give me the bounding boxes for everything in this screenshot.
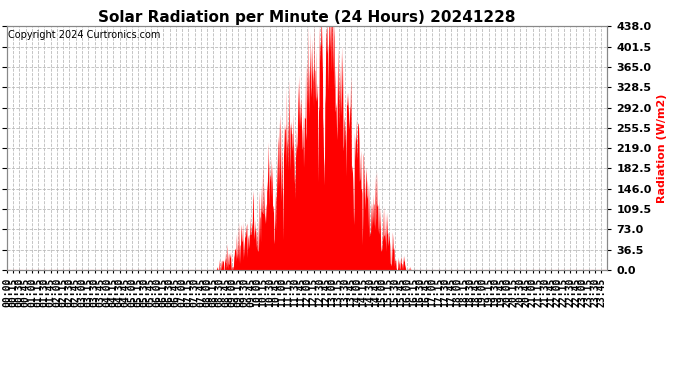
Text: Copyright 2024 Curtronics.com: Copyright 2024 Curtronics.com bbox=[8, 30, 161, 40]
Y-axis label: Radiation (W/m2): Radiation (W/m2) bbox=[657, 93, 667, 203]
Title: Solar Radiation per Minute (24 Hours) 20241228: Solar Radiation per Minute (24 Hours) 20… bbox=[98, 10, 516, 25]
